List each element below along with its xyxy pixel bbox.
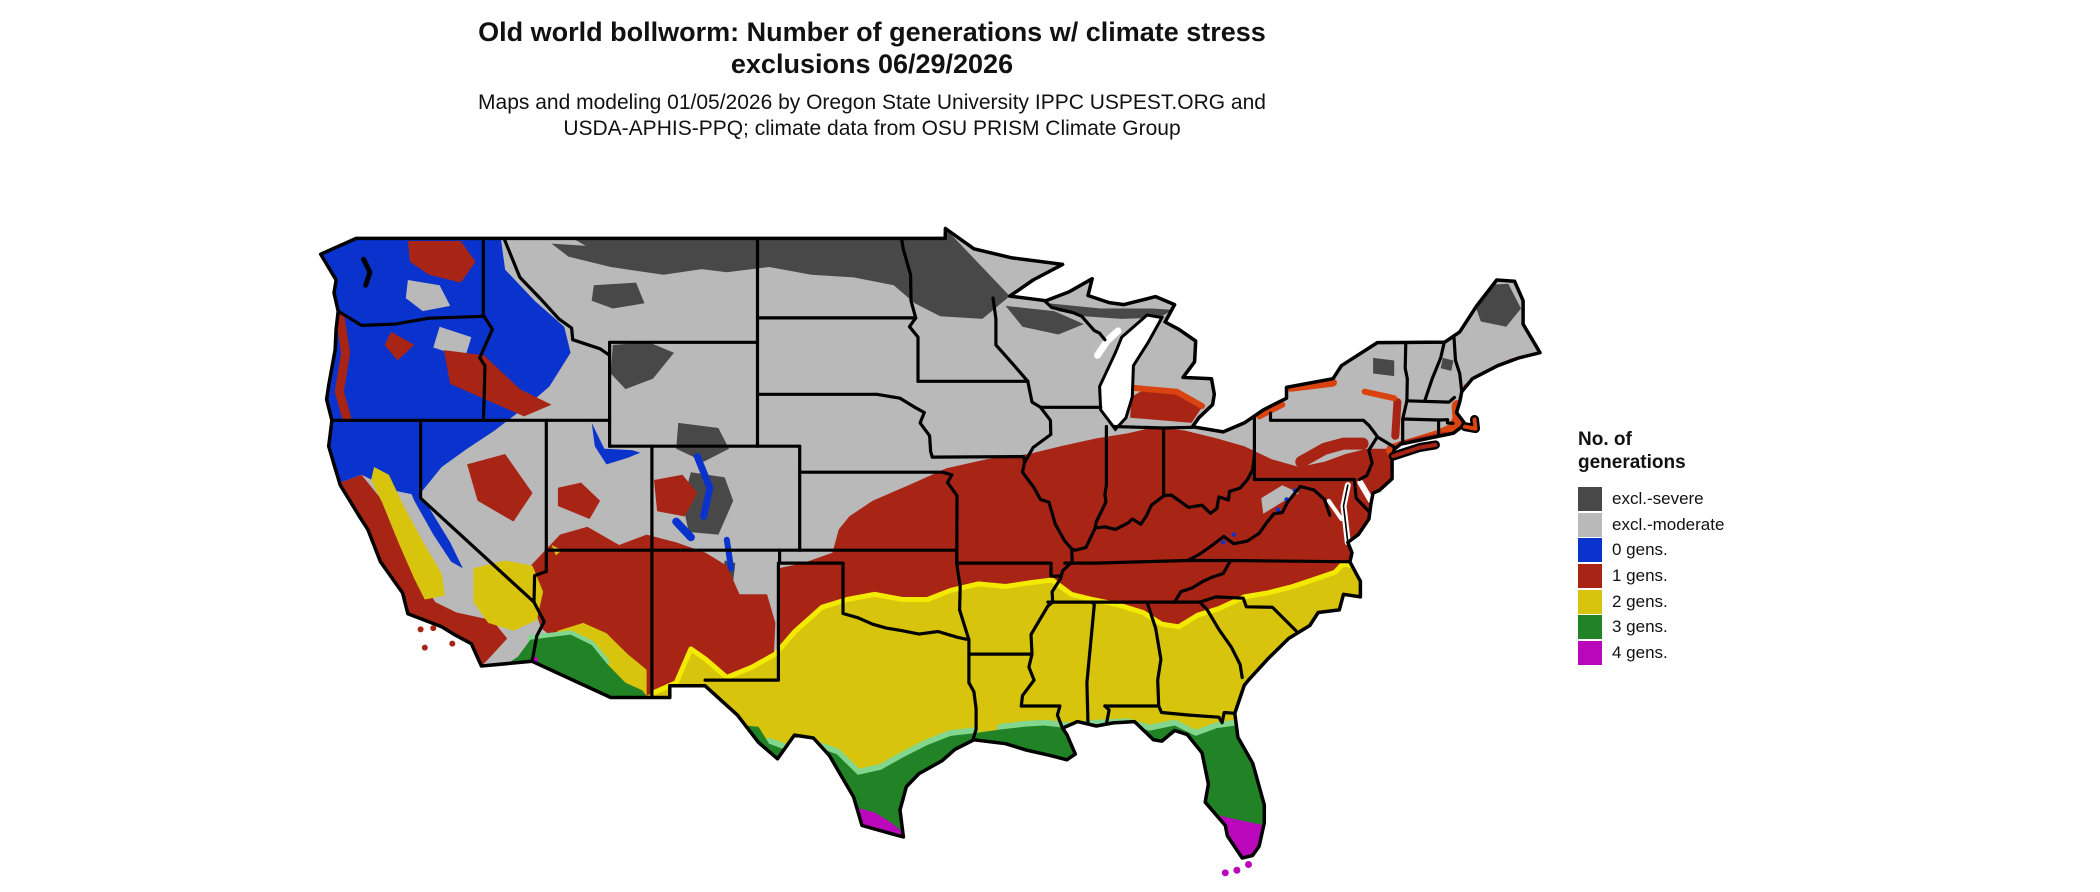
legend-label: excl.-severe [1612,488,1704,508]
legend-item: excl.-moderate [1578,512,1724,538]
legend-swatch-3-gens [1578,615,1602,640]
legend-label: 1 gens. [1612,565,1668,585]
legend-item: 2 gens. [1578,589,1724,615]
map-subtitle-line2: USDA-APHIS-PPQ; climate data from OSU PR… [563,117,1181,140]
legend-swatch-1-gens [1578,563,1602,588]
legend-item: 0 gens. [1578,537,1724,563]
legend-label: 3 gens. [1612,617,1668,637]
legend: No. of generations excl.-severe excl.-mo… [1578,428,1724,666]
map-subtitle-line1: Maps and modeling 01/05/2026 by Oregon S… [478,91,1266,114]
legend-item: 4 gens. [1578,640,1724,666]
legend-swatch-4-gens [1578,640,1602,665]
legend-swatch-excl-moderate [1578,512,1602,537]
map-title-line2: exclusions 06/29/2026 [730,49,1014,79]
legend-label: 2 gens. [1612,591,1668,611]
legend-swatch-2-gens [1578,589,1602,614]
legend-item: 1 gens. [1578,563,1724,589]
map-title: Old world bollworm: Number of generation… [478,16,1266,80]
map-title-line1: Old world bollworm: Number of generation… [478,17,1266,47]
legend-swatch-excl-severe [1578,486,1602,511]
legend-label: excl.-moderate [1612,514,1725,534]
legend-item: excl.-severe [1578,486,1724,512]
legend-label: 0 gens. [1612,540,1668,560]
map-subtitle: Maps and modeling 01/05/2026 by Oregon S… [478,90,1266,142]
legend-swatch-0-gens [1578,538,1602,563]
legend-title: No. of generations [1578,429,1686,473]
legend-item: 3 gens. [1578,614,1724,640]
legend-label: 4 gens. [1612,642,1668,662]
